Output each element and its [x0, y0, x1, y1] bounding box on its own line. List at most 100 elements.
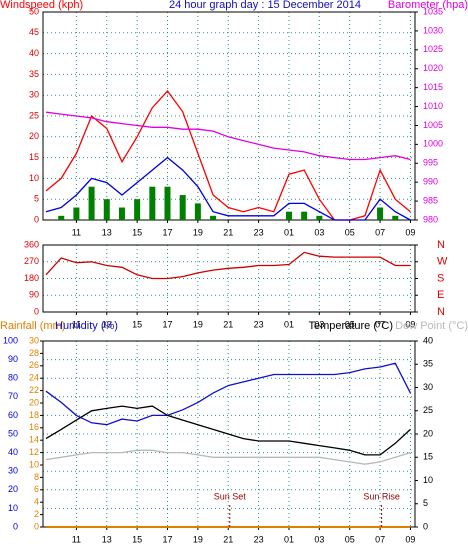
series-line [45, 111, 411, 161]
bar [301, 211, 308, 220]
y-tick-label: 20 [29, 131, 39, 141]
y3-tick-label: 24 [29, 373, 39, 383]
series-line [45, 156, 411, 221]
y2-tick-label: 5 [423, 498, 428, 508]
y-tick-label: 270 [24, 256, 39, 266]
y2-tick-label: 40 [423, 335, 433, 345]
x-tick-label: 23 [254, 227, 264, 237]
y2-tick-label: 1010 [423, 101, 443, 111]
y-tick-label: 70 [8, 391, 18, 401]
x-tick-label: 19 [193, 319, 203, 329]
y-tick-label: 180 [24, 273, 39, 283]
x-tick-label: 17 [162, 319, 172, 329]
x-tick-label: 19 [193, 534, 203, 544]
y2-tick-label: 1005 [423, 120, 443, 130]
x-tick-label: 19 [193, 227, 203, 237]
y2-tick-label: 1035 [423, 6, 443, 16]
y2-tick-label: 1020 [423, 63, 443, 73]
y2-tick-label: 30 [423, 382, 433, 392]
y3-tick-label: 14 [29, 435, 39, 445]
x-tick-label: 15 [132, 319, 142, 329]
y2-tick-label: W [437, 256, 448, 268]
bar [73, 207, 80, 220]
bar [194, 203, 201, 220]
x-tick-label: 13 [102, 319, 112, 329]
bar [88, 186, 95, 220]
x-tick-label: 01 [284, 319, 294, 329]
bar [103, 199, 110, 220]
legend-entry: Windspeed (kph) [0, 0, 83, 11]
y3-tick-label: 8 [34, 472, 39, 482]
bar [285, 211, 292, 220]
legend-entry: Temperature (°C) [309, 320, 393, 332]
y2-tick-label: N [437, 306, 445, 318]
y-tick-label: 40 [8, 447, 18, 457]
y3-tick-label: 18 [29, 410, 39, 420]
bar [118, 207, 125, 220]
x-tick-label: 01 [284, 534, 294, 544]
x-tick-label: 15 [132, 227, 142, 237]
y3-tick-label: 12 [29, 447, 39, 457]
y2-tick-label: 0 [423, 521, 428, 531]
x-tick-label: 23 [254, 534, 264, 544]
x-tick-label: 15 [132, 534, 142, 544]
y-tick-label: 0 [34, 214, 39, 224]
y2-tick-label: 980 [423, 214, 438, 224]
x-tick-label: 11 [72, 319, 81, 329]
bar [58, 215, 65, 220]
series-line [45, 405, 411, 456]
y2-tick-label: 1025 [423, 44, 443, 54]
y-tick-label: 80 [8, 373, 18, 383]
y-tick-label: 50 [8, 428, 18, 438]
bar [164, 186, 171, 220]
y2-tick-label: 1030 [423, 25, 443, 35]
y-tick-label: 360 [24, 239, 39, 249]
bar [392, 215, 399, 220]
y-tick-label: 90 [8, 354, 18, 364]
annotation: Sun Rise [363, 491, 400, 501]
y2-tick-label: 990 [423, 177, 438, 187]
x-tick-label: 05 [345, 534, 355, 544]
x-tick-label: 03 [314, 319, 324, 329]
x-tick-label: 03 [314, 227, 324, 237]
y-tick-label: 30 [29, 90, 39, 100]
legend-entry: Humidity (%) [55, 320, 118, 332]
y-tick-label: 0 [13, 521, 18, 531]
y-tick-label: 30 [8, 466, 18, 476]
y3-tick-label: 4 [34, 497, 39, 507]
y-tick-label: 35 [29, 69, 39, 79]
x-tick-label: 21 [223, 319, 233, 329]
y2-tick-label: 35 [423, 359, 433, 369]
x-tick-label: 17 [162, 534, 172, 544]
y3-tick-label: 16 [29, 422, 39, 432]
plot-frame [42, 11, 416, 221]
series-line [45, 362, 411, 426]
bar [377, 207, 384, 220]
x-tick-label: 09 [405, 227, 415, 237]
y3-tick-label: 28 [29, 348, 39, 358]
y3-tick-label: 0 [34, 521, 39, 531]
x-tick-label: 21 [223, 227, 233, 237]
y2-tick-label: N [437, 239, 445, 251]
x-tick-label: 05 [345, 319, 355, 329]
y3-tick-label: 2 [34, 509, 39, 519]
series-line [45, 449, 411, 465]
y2-tick-label: 985 [423, 195, 438, 205]
bar [316, 215, 323, 220]
y2-tick-label: E [437, 289, 444, 301]
y2-tick-label: 995 [423, 158, 438, 168]
legend-entry: Dew Point (°C) [395, 320, 468, 332]
x-tick-label: 01 [284, 227, 294, 237]
y3-tick-label: 22 [29, 385, 39, 395]
x-tick-label: 09 [405, 319, 415, 329]
y-tick-label: 0 [34, 306, 39, 316]
x-tick-label: 07 [375, 227, 385, 237]
legend-entry: Barometer (hpa) [388, 0, 468, 11]
y2-tick-label: 1000 [423, 139, 443, 149]
x-tick-label: 13 [102, 534, 112, 544]
y2-tick-label: S [437, 272, 444, 284]
y2-tick-label: 10 [423, 475, 433, 485]
x-tick-label: 21 [223, 534, 233, 544]
y-tick-label: 15 [29, 152, 39, 162]
bar [179, 195, 186, 220]
